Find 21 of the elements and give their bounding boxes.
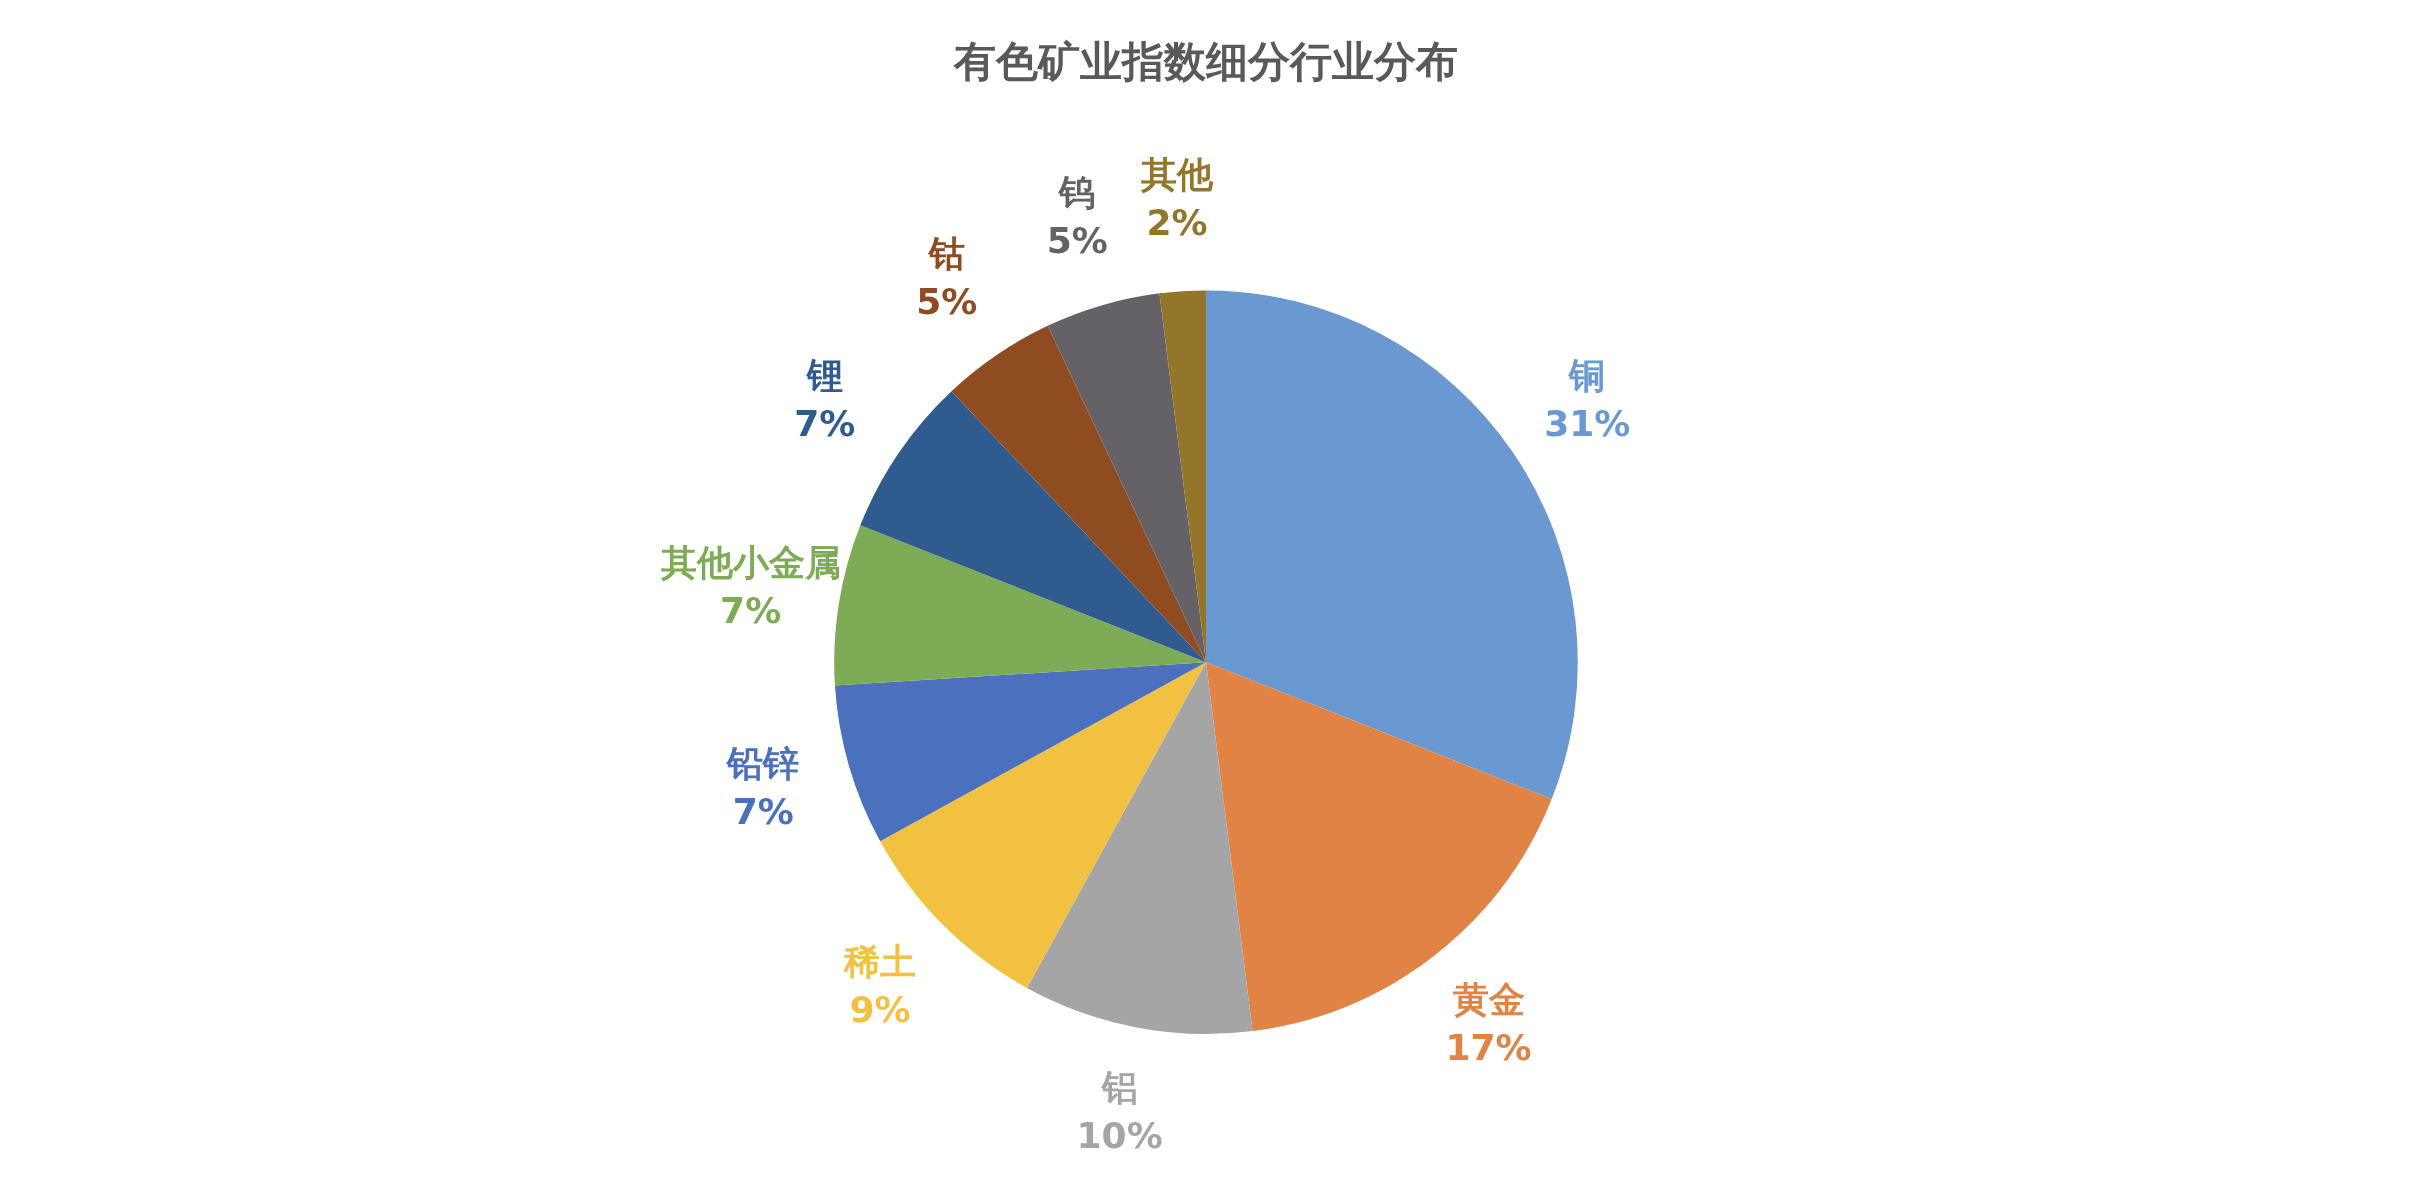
slice-label: 钴 [926,233,965,275]
data-label: 17% [1445,1026,1532,1068]
slice-label: 其他 [1140,154,1215,196]
slice-label: 钨 [1057,171,1096,213]
data-label: 10% [1076,1115,1163,1157]
data-label: 7% [794,403,856,445]
slice-label: 其他小金属 [659,542,841,584]
data-label: 7% [732,791,794,833]
slice-label: 铜 [1567,355,1606,397]
chart-title: 有色矿业指数细分行业分布 [953,37,1458,87]
slice-label: 铝 [1099,1067,1138,1109]
slice-label: 锂 [804,355,843,397]
slice-label: 铅锌 [725,743,800,785]
slice-label: 黄金 [1452,978,1525,1020]
slice-label: 稀土 [843,940,916,982]
data-label: 9% [849,988,911,1030]
data-label: 5% [916,281,978,323]
data-label: 5% [1046,219,1108,261]
data-label: 7% [720,590,782,632]
data-label: 31% [1544,403,1631,445]
data-label: 2% [1146,202,1208,244]
